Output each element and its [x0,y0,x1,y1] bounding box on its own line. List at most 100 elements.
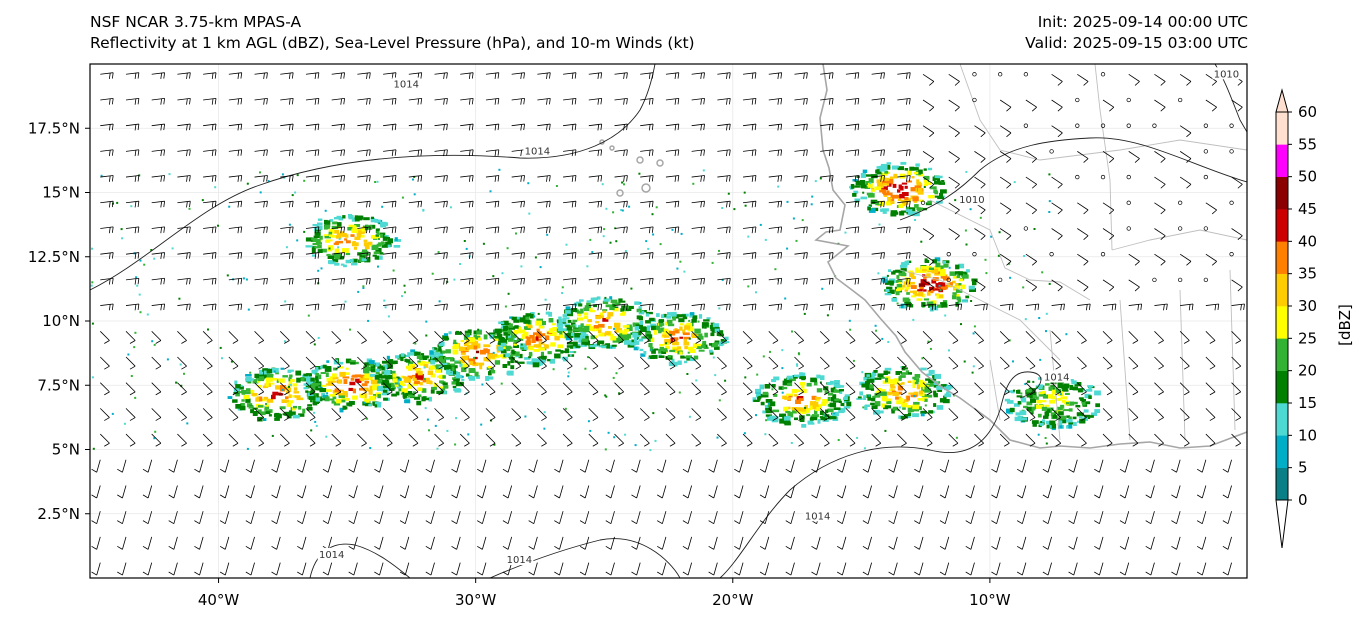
reflectivity-cell [1073,421,1077,426]
reflectivity-speck [564,407,567,410]
reflectivity-cell [382,389,388,395]
reflectivity-cell [268,414,272,417]
reflectivity-cell [940,302,947,305]
reflectivity-cell [1041,400,1047,403]
reflectivity-cell [899,375,906,378]
reflectivity-cell [916,298,923,301]
wind-barb [434,303,448,311]
reflectivity-cell [810,416,817,421]
wind-barb [511,252,525,259]
wind-barb [117,485,127,499]
reflectivity-cell [856,175,860,178]
reflectivity-cell [1090,412,1098,416]
wind-barb [1222,511,1232,525]
reflectivity-cell [417,360,421,363]
reflectivity-speck [455,417,458,420]
reflectivity-speck [1013,389,1015,392]
reflectivity-cell [272,367,279,373]
reflectivity-speck [291,194,294,197]
reflectivity-cell [943,395,947,400]
reflectivity-cell [773,376,780,381]
reflectivity-speck [781,391,784,394]
reflectivity-cell [1079,414,1084,417]
reflectivity-cell [567,330,573,334]
wind-barb [331,408,342,421]
reflectivity-cell [454,361,462,364]
reflectivity-speck [1024,318,1027,321]
wind-barb [871,252,885,259]
reflectivity-cell [839,389,844,392]
reflectivity-cell [429,366,436,370]
wind-barb [614,356,624,370]
reflectivity-cell [509,316,514,319]
reflectivity-cell [370,216,374,219]
wind-barb [897,408,907,421]
reflectivity-cell [552,327,558,331]
reflectivity-cell [783,406,789,412]
calm-wind-marker [1023,123,1029,128]
wind-barb [100,303,114,311]
wind-barb [125,303,140,311]
reflectivity-cell [895,396,899,400]
wind-barb [408,433,419,447]
reflectivity-speck [154,430,157,433]
reflectivity-cell [880,172,888,176]
reflectivity-cell [879,176,887,181]
reflectivity-cell [699,333,703,337]
reflectivity-cell [865,174,871,177]
reflectivity-cell [831,416,837,420]
reflectivity-cell [687,327,695,332]
reflectivity-speck [506,247,509,250]
reflectivity-cell [897,386,903,391]
reflectivity-cell [1076,412,1082,416]
reflectivity-cell [1046,424,1050,429]
wind-barb [862,459,873,473]
reflectivity-speck [310,429,313,432]
reflectivity-cell [575,345,581,348]
wind-barb [100,356,110,370]
wind-barb [657,459,667,473]
reflectivity-cell [279,406,286,410]
wind-barb [1231,228,1243,240]
reflectivity-speck [998,231,1001,234]
wind-barb [100,252,114,259]
reflectivity-cell [366,225,373,230]
reflectivity-cell [507,361,511,366]
reflectivity-speck [711,261,714,264]
wind-barb [254,433,265,447]
reflectivity-cell [352,395,358,400]
reflectivity-cell [379,233,383,238]
reflectivity-speck [965,243,968,246]
reflectivity-cell [798,398,803,401]
reflectivity-cell [578,324,583,329]
reflectivity-speck [651,213,654,216]
reflectivity-cell [831,413,836,418]
reflectivity-cell [376,231,380,236]
reflectivity-cell [262,368,268,372]
reflectivity-cell [920,279,927,284]
reflectivity-cell [896,400,903,405]
wind-barb [331,382,342,396]
reflectivity-speck [604,296,607,299]
reflectivity-speck [534,256,537,259]
reflectivity-cell [342,406,348,410]
reflectivity-cell [359,376,365,382]
reflectivity-cell [640,353,646,357]
wind-barb [203,303,217,311]
reflectivity-speck [929,347,932,350]
reflectivity-cell [334,262,340,266]
reflectivity-cell [400,375,405,379]
reflectivity-speck [539,266,542,269]
reflectivity-cell [566,333,573,336]
reflectivity-speck [207,328,209,331]
reflectivity-speck [317,269,320,272]
wind-barb [91,459,101,473]
reflectivity-cell [372,385,379,391]
reflectivity-cell [856,397,863,400]
reflectivity-cell [422,378,427,383]
wind-barb [1196,459,1207,473]
wind-barb [836,562,847,576]
wind-barb [640,303,654,311]
reflectivity-cell [364,377,368,381]
wind-barb [785,511,795,525]
